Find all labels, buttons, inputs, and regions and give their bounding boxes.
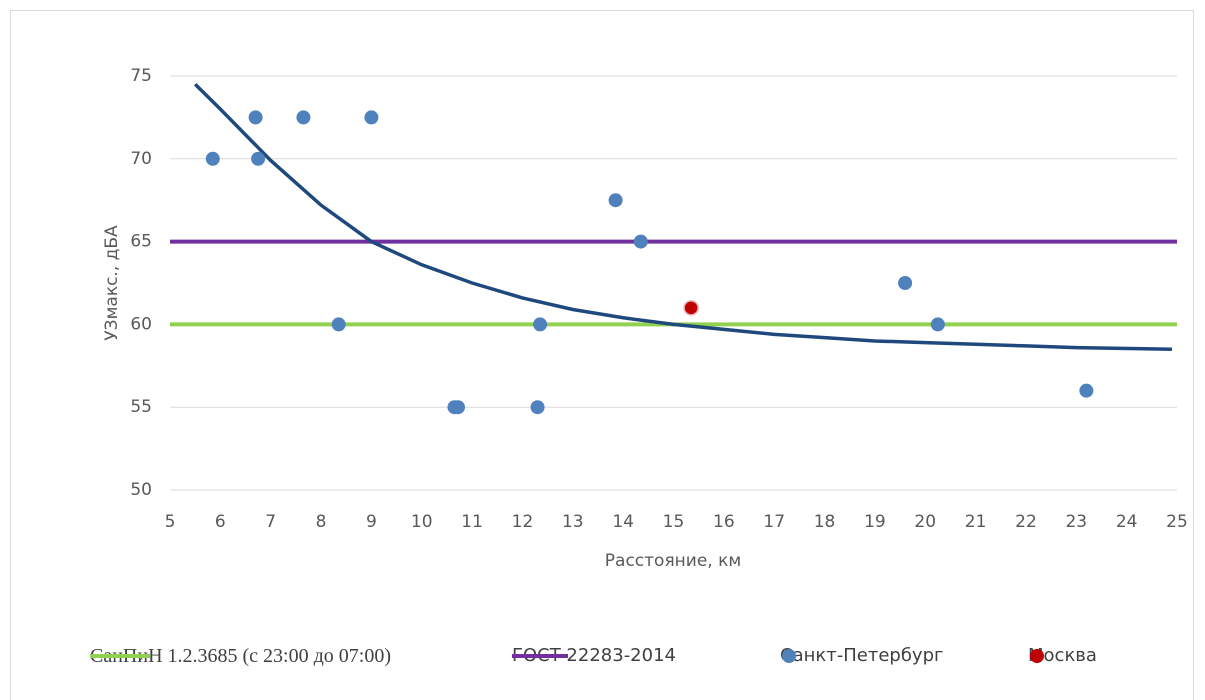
x-tick-label: 12 — [512, 512, 534, 532]
x-tick-label: 11 — [461, 512, 483, 532]
scatter-point — [683, 300, 699, 316]
legend-label: ГОСТ 22283-2014 — [512, 645, 676, 666]
scatter-point — [930, 317, 945, 332]
x-tick-label: 10 — [411, 512, 433, 532]
legend-item: Москва — [1028, 645, 1097, 666]
y-tick-label: 75 — [130, 66, 152, 86]
scatter-point — [533, 317, 548, 332]
y-tick-label: 60 — [130, 314, 152, 334]
y-tick-label: 70 — [130, 149, 152, 169]
x-tick-label: 23 — [1065, 512, 1087, 532]
legend-item: СанПиН 1.2.3685 (с 23:00 до 07:00) — [90, 645, 450, 667]
scatter-point — [364, 110, 379, 125]
scatter-point — [633, 234, 648, 249]
chart-frame — [10, 10, 1194, 700]
scatter-point — [331, 317, 346, 332]
x-tick-label: 14 — [612, 512, 634, 532]
legend-swatch — [90, 654, 150, 658]
scatter-point — [451, 400, 466, 415]
x-tick-label: 15 — [663, 512, 685, 532]
scatter-point — [248, 110, 263, 125]
x-tick-label: 17 — [763, 512, 785, 532]
x-tick-label: 6 — [215, 512, 226, 532]
scatter-point — [530, 400, 545, 415]
legend-label: Москва — [1028, 645, 1097, 666]
scatter-point — [251, 151, 266, 166]
x-tick-label: 16 — [713, 512, 735, 532]
legend-swatch — [512, 654, 568, 658]
legend-swatch — [782, 649, 796, 663]
x-tick-label: 13 — [562, 512, 584, 532]
scatter-point — [1079, 383, 1094, 398]
x-tick-label: 9 — [366, 512, 377, 532]
y-tick-label: 65 — [130, 232, 152, 252]
legend-item: Санкт-Петербург — [780, 645, 943, 666]
x-tick-label: 21 — [965, 512, 987, 532]
x-axis-title: Расстояние, км — [605, 551, 741, 571]
x-tick-label: 5 — [165, 512, 176, 532]
scatter-point — [296, 110, 311, 125]
y-tick-label: 55 — [130, 397, 152, 417]
x-tick-label: 24 — [1116, 512, 1138, 532]
scatter-point — [608, 193, 623, 208]
y-tick-label: 50 — [130, 480, 152, 500]
legend-swatch — [1030, 649, 1044, 663]
series-line — [193, 83, 1172, 351]
scatter-point — [898, 276, 913, 290]
x-tick-label: 7 — [265, 512, 276, 532]
legend-label: Санкт-Петербург — [780, 645, 944, 666]
y-axis-title: УЗмакс., дБА — [102, 225, 122, 341]
x-tick-label: 18 — [814, 512, 836, 532]
legend-item: ГОСТ 22283-2014 — [512, 645, 676, 666]
scatter-point — [205, 151, 220, 166]
legend-label: СанПиН 1.2.3685 (с 23:00 до 07:00) — [90, 645, 391, 667]
x-tick-label: 19 — [864, 512, 886, 532]
x-tick-label: 25 — [1166, 512, 1188, 532]
x-tick-label: 22 — [1015, 512, 1037, 532]
x-tick-label: 20 — [914, 512, 936, 532]
chart: УЗмакс., дБА Расстояние, км 505560657075… — [102, 66, 1188, 571]
x-tick-label: 8 — [316, 512, 327, 532]
